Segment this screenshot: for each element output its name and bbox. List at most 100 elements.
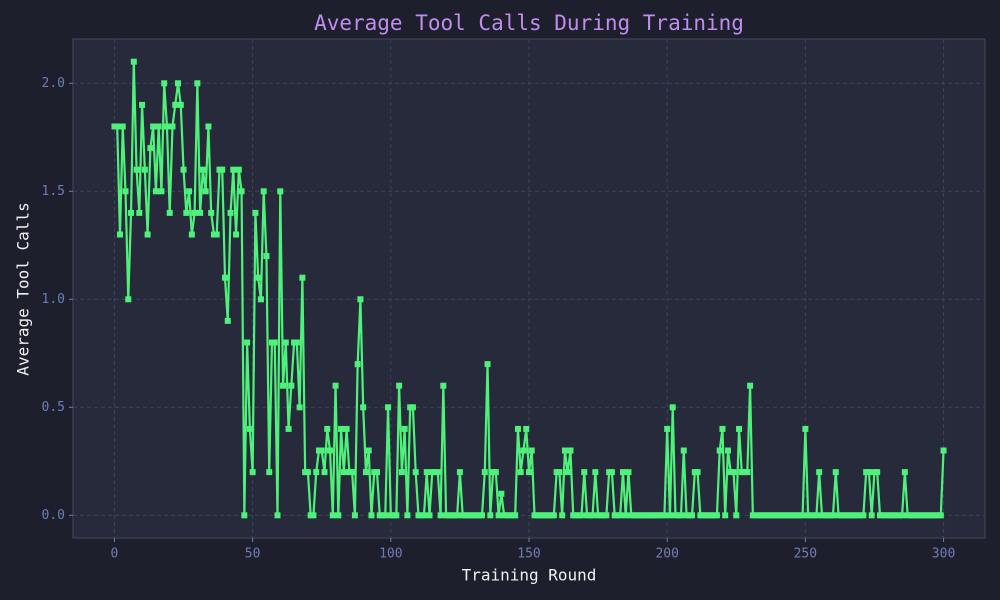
data-point [257, 296, 264, 303]
data-point [385, 404, 392, 411]
x-tick-label: 150 [517, 547, 540, 562]
data-point [202, 188, 209, 195]
data-point [238, 188, 245, 195]
data-point [744, 469, 751, 476]
data-point [617, 512, 624, 519]
data-point [263, 253, 270, 260]
data-point [733, 512, 740, 519]
data-point [747, 382, 754, 389]
data-point [830, 512, 836, 519]
data-point [901, 469, 908, 476]
data-point [180, 166, 187, 173]
data-point [274, 512, 281, 519]
data-point [512, 512, 519, 519]
data-point [152, 188, 159, 195]
data-point [487, 512, 494, 519]
x-tick-label: 50 [245, 547, 261, 562]
data-point [296, 404, 303, 411]
data-point [816, 469, 823, 476]
y-tick-label: 0.0 [42, 508, 65, 523]
data-point [155, 123, 162, 130]
data-point [349, 469, 356, 476]
data-point [219, 166, 226, 173]
data-point [664, 425, 671, 432]
data-point [280, 382, 287, 389]
data-point [528, 447, 535, 454]
data-point [310, 512, 317, 519]
data-point [329, 512, 336, 519]
x-tick-label: 250 [794, 547, 817, 562]
data-point [144, 231, 151, 238]
data-point [255, 274, 262, 281]
data-point [374, 469, 380, 476]
data-point [899, 512, 906, 519]
data-point [526, 469, 532, 476]
data-point [724, 447, 731, 454]
data-point [719, 425, 726, 432]
data-point [230, 166, 237, 173]
data-point [799, 512, 806, 519]
data-point [423, 469, 430, 476]
x-tick-label: 0 [111, 547, 119, 562]
data-point [224, 317, 231, 324]
data-point [694, 469, 701, 476]
data-point [716, 447, 723, 454]
data-point [119, 123, 126, 130]
y-tick-label: 1.5 [42, 184, 65, 199]
data-point [440, 382, 447, 389]
data-point [128, 209, 135, 216]
data-point [324, 425, 331, 432]
y-axis-label: Average Tool Calls [14, 202, 33, 375]
data-point [434, 469, 441, 476]
data-point [252, 209, 259, 216]
data-point [169, 123, 176, 130]
data-point [625, 469, 632, 476]
data-point [689, 512, 696, 519]
data-point [360, 404, 367, 411]
data-point [396, 382, 403, 389]
data-point [412, 469, 419, 476]
data-point [730, 469, 737, 476]
ticks: 0 50 100 150 200 250 300 0.0 0.5 1.0 1.5 2.0 [42, 76, 956, 562]
data-point [332, 382, 339, 389]
data-point [589, 512, 596, 519]
data-point [802, 425, 809, 432]
data-point [354, 361, 361, 368]
y-tick-label: 1.0 [42, 292, 65, 307]
data-point [520, 447, 527, 454]
data-point [227, 209, 234, 216]
data-point [130, 58, 137, 65]
data-point [199, 166, 206, 173]
data-point [479, 512, 486, 519]
data-point [567, 447, 574, 454]
data-point [147, 145, 154, 152]
data-point [161, 80, 168, 87]
series [111, 58, 947, 519]
data-point [409, 404, 416, 411]
data-point [868, 512, 875, 519]
data-point [186, 188, 193, 195]
data-point [454, 512, 461, 519]
data-point [860, 512, 867, 519]
x-axis-label: Training Round [462, 566, 597, 585]
data-point [608, 469, 615, 476]
data-point [222, 274, 228, 281]
data-point [937, 512, 944, 519]
data-point [393, 512, 400, 519]
data-point [172, 101, 179, 108]
data-point [559, 512, 566, 519]
data-point [277, 188, 284, 195]
data-point [678, 512, 684, 519]
data-point [285, 425, 292, 432]
data-point [125, 296, 132, 303]
data-point [581, 469, 588, 476]
data-point [680, 447, 687, 454]
data-point [865, 469, 872, 476]
y-tick-label: 2.0 [42, 76, 65, 91]
data-point [235, 166, 242, 173]
data-point [343, 425, 350, 432]
data-point [150, 123, 157, 130]
data-point [318, 447, 325, 454]
data-point [351, 512, 358, 519]
data-point [141, 166, 148, 173]
